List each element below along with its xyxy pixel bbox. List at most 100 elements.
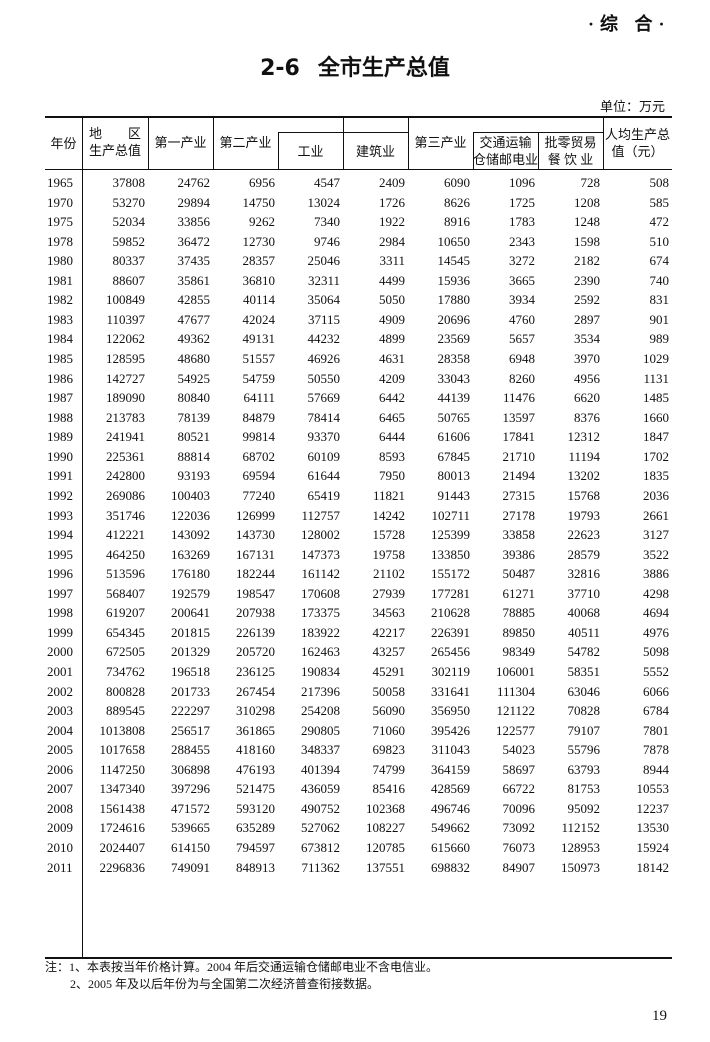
cell-year: 2011 [47, 859, 73, 875]
cell-value: 1131 [643, 370, 669, 386]
cell-value: 6784 [643, 703, 669, 719]
cell-value: 989 [649, 331, 670, 347]
cell-value: 673812 [301, 840, 340, 856]
cell-value: 2036 [643, 487, 669, 503]
cell-value: 99814 [242, 429, 276, 445]
table-row: 1994 412221 143092 143730 128002 15728 125399 3… [45, 525, 672, 545]
cell-value: 568407 [106, 585, 145, 601]
cell-value: 93193 [177, 468, 211, 484]
table-title: 全市生产总值 [317, 56, 450, 81]
cell-value: 615660 [431, 840, 470, 856]
cell-value: 58697 [502, 761, 536, 777]
header-transport-line2: 仓储邮电业 [473, 152, 539, 167]
divider [213, 118, 214, 169]
page-number: 19 [652, 1008, 667, 1024]
cell-value: 190834 [301, 664, 340, 679]
cell-value: 9746 [314, 233, 340, 249]
cell-value: 3127 [643, 527, 669, 543]
cell-value: 222297 [171, 703, 210, 719]
cell-value: 4547 [314, 175, 340, 190]
cell-value: 2182 [574, 253, 600, 269]
cell-value: 198547 [236, 585, 275, 601]
cell-value: 19758 [372, 546, 406, 562]
cell-value: 36472 [177, 233, 211, 249]
cell-value: 27315 [502, 487, 536, 503]
table-row: 2005 1017658 288455 418160 348337 69823 311043… [45, 740, 672, 760]
cell-value: 8916 [444, 214, 470, 230]
cell-value: 356950 [431, 703, 470, 719]
cell-value: 269086 [106, 487, 145, 503]
cell-year: 1984 [47, 331, 73, 347]
cell-value: 513596 [106, 566, 145, 582]
section-label: ·综 合· [588, 14, 671, 34]
cell-value: 4298 [643, 585, 669, 601]
cell-value: 331641 [431, 683, 470, 699]
cell-value: 1835 [643, 468, 669, 484]
cell-value: 33858 [502, 527, 536, 543]
table-row: 1981 88607 35861 36810 32311 4499 15936 3665 239… [45, 271, 672, 291]
header-year: 年份 [50, 136, 77, 151]
table-row: 2002 800828 201733 267454 217396 50058 331641 1… [45, 682, 672, 702]
cell-value: 162463 [301, 644, 340, 660]
table-row: 1986 142727 54925 54759 50550 4209 33043 8260 49… [45, 369, 672, 389]
cell-value: 436059 [301, 781, 340, 797]
cell-year: 1991 [47, 468, 73, 484]
cell-value: 4899 [379, 331, 405, 347]
cell-value: 311043 [431, 742, 470, 758]
cell-value: 27939 [372, 585, 406, 601]
cell-value: 125399 [431, 527, 470, 543]
cell-value: 6066 [643, 683, 669, 699]
cell-value: 11476 [502, 390, 535, 406]
cell-value: 1017658 [99, 742, 146, 758]
cell-value: 21494 [502, 468, 536, 484]
cell-value: 749091 [171, 859, 210, 875]
cell-value: 4956 [574, 370, 600, 386]
cell-value: 95092 [567, 800, 601, 816]
cell-value: 476193 [236, 761, 275, 777]
cell-value: 740 [649, 272, 670, 288]
cell-value: 88814 [177, 448, 211, 464]
cell-value: 77240 [242, 487, 276, 503]
cell-value: 176180 [171, 566, 210, 582]
cell-value: 201329 [171, 644, 210, 660]
cell-value: 351746 [106, 507, 145, 523]
cell-value: 6444 [379, 429, 405, 445]
table-row: 2011 2296836 749091 848913 711362 137551 69883… [45, 858, 672, 878]
cell-value: 800828 [106, 683, 145, 699]
cell-year: 1975 [47, 214, 73, 230]
cell-year: 2005 [47, 742, 73, 758]
table-row: 1991 242800 93193 69594 61644 7950 80013 21494 1… [45, 466, 672, 486]
cell-value: 85416 [372, 781, 406, 797]
cell-value: 33043 [437, 370, 471, 386]
cell-value: 65419 [307, 487, 341, 503]
cell-value: 728 [580, 175, 601, 190]
cell-value: 2592 [574, 292, 600, 308]
table-header: 年份 地 区 生产总值 第一产业 第二产业 工业 建筑业 第三产业 交通运输 仓… [45, 116, 672, 170]
cell-value: 1847 [643, 429, 669, 445]
cell-value: 49131 [242, 331, 276, 347]
cell-value: 128595 [106, 351, 145, 367]
cell-value: 15728 [372, 527, 406, 543]
cell-value: 4209 [379, 370, 405, 386]
cell-value: 14750 [242, 194, 276, 210]
cell-value: 348337 [301, 742, 340, 758]
cell-value: 464250 [106, 546, 145, 562]
cell-value: 79107 [567, 722, 601, 738]
cell-value: 24762 [177, 175, 211, 190]
cell-value: 490752 [301, 800, 340, 816]
cell-value: 2296836 [99, 859, 146, 875]
cell-value: 1598 [574, 233, 600, 249]
cell-year: 1978 [47, 233, 73, 249]
cell-value: 711362 [301, 859, 340, 875]
cell-value: 182244 [236, 566, 275, 582]
cell-value: 207938 [236, 605, 275, 621]
cell-value: 13024 [307, 194, 341, 210]
cell-value: 60109 [307, 448, 341, 464]
cell-year: 1998 [47, 605, 73, 621]
cell-value: 137551 [366, 859, 405, 875]
cell-value: 4760 [509, 311, 535, 327]
header-trade-line2: 餐 饮 业 [547, 152, 594, 167]
cell-year: 2001 [47, 664, 73, 679]
cell-value: 889545 [106, 703, 145, 719]
table-row: 1990 225361 88814 68702 60109 8593 67845 21710 1… [45, 447, 672, 467]
